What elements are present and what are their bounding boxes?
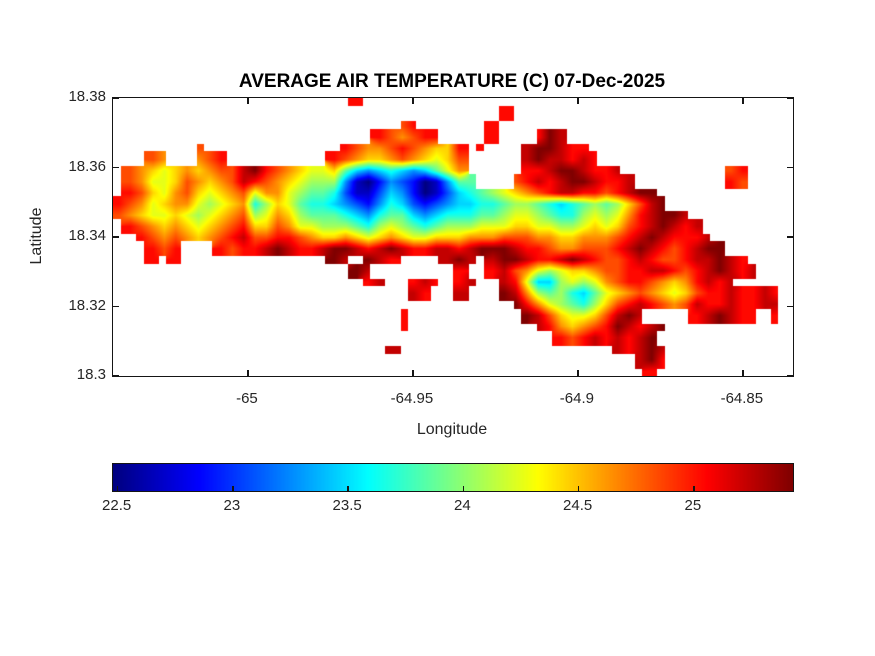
y-axis-tick (113, 305, 119, 308)
x-axis-tick-top (247, 98, 249, 104)
y-axis-tick (113, 166, 119, 169)
y-axis-tick-right (787, 236, 793, 238)
y-tick-label: 18.3 (76, 366, 106, 383)
x-tick-label: -65 (236, 390, 258, 407)
chart-title: AVERAGE AIR TEMPERATURE (C) 07-Dec-2025 (238, 71, 666, 92)
colorbar (112, 463, 794, 492)
x-axis-label: Longitude (416, 421, 488, 438)
x-axis-tick-top (412, 98, 414, 104)
y-tick-label: 18.38 (68, 88, 106, 105)
x-axis-tick (577, 370, 579, 376)
colorbar-tick-label: 23.5 (332, 497, 362, 514)
y-axis-tick (113, 236, 119, 238)
x-axis-tick-top (577, 98, 579, 104)
x-axis-tick (412, 370, 414, 376)
y-axis-tick-right (787, 305, 793, 308)
colorbar-tick (577, 486, 580, 491)
x-axis-tick (247, 370, 249, 376)
y-tick-label: 18.36 (68, 157, 106, 175)
x-tick-label: -64.9 (559, 390, 594, 407)
x-axis-tick (742, 370, 744, 376)
y-tick-label: 18.32 (68, 296, 106, 314)
y-axis-tick-right (787, 97, 793, 99)
y-tick-label: 18.34 (68, 227, 106, 244)
x-axis-tick-top (742, 98, 744, 104)
colorbar-tick (693, 486, 695, 491)
colorbar-tick-label: 22.5 (102, 497, 132, 514)
colorbar-tick-label: 25 (684, 497, 702, 514)
y-axis-tick (113, 375, 119, 377)
y-axis-tick-right (787, 375, 793, 377)
colorbar-tick (347, 486, 349, 491)
colorbar-tick (232, 486, 234, 491)
x-tick-label: -64.85 (720, 390, 764, 407)
colorbar-tick-label: 23 (223, 497, 241, 514)
colorbar-gradient (113, 464, 793, 491)
y-axis-tick (113, 97, 119, 99)
y-axis-tick-right (787, 166, 793, 169)
x-tick-label: -64.95 (390, 390, 434, 407)
plot-area (112, 97, 794, 377)
colorbar-tick (462, 486, 465, 491)
colorbar-tick (116, 486, 119, 491)
colorbar-tick-label: 24.5 (563, 497, 593, 514)
heatmap-canvas (113, 98, 793, 376)
colorbar-tick-label: 24 (454, 497, 471, 514)
